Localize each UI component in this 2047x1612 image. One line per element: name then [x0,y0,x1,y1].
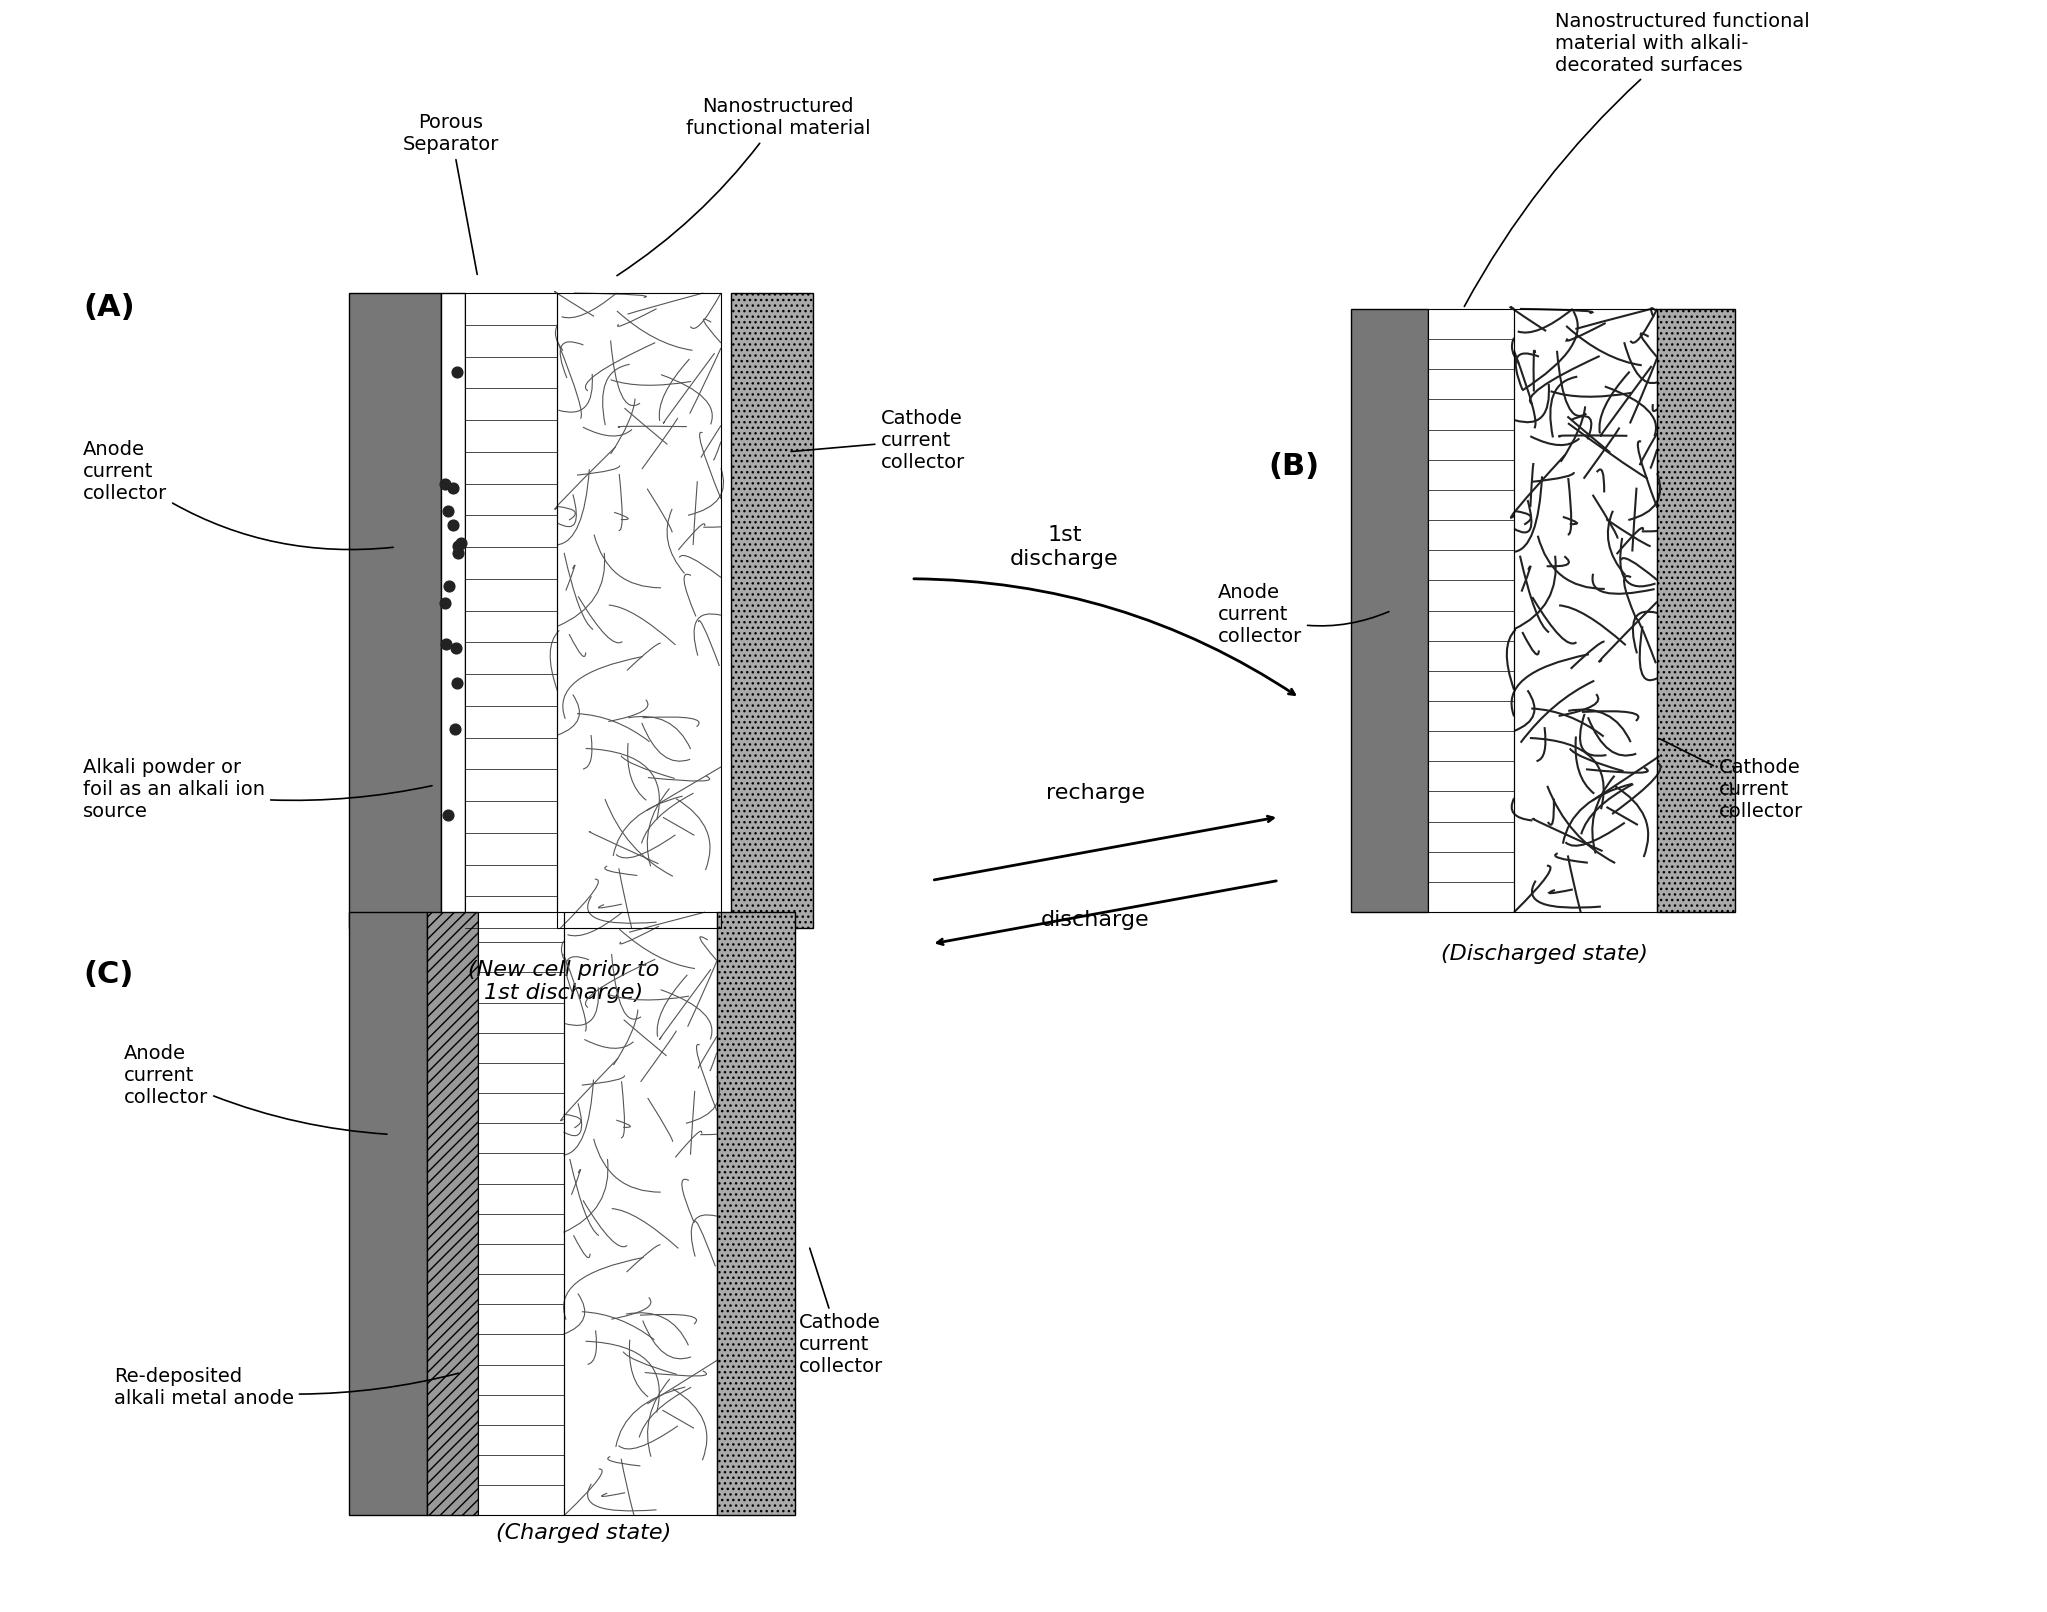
Point [440,635,473,661]
Text: discharge: discharge [1040,911,1148,930]
Point [430,471,463,496]
Text: (C): (C) [84,959,133,988]
Text: recharge: recharge [1046,783,1144,803]
Point [430,630,463,656]
Bar [348,293,440,929]
Text: Porous
Separator: Porous Separator [403,113,499,274]
Bar [465,293,557,929]
Bar [1429,310,1515,912]
Text: Nanostructured
functional material: Nanostructured functional material [616,97,870,276]
Point [442,534,475,559]
Bar [440,293,465,929]
Bar [348,912,426,1515]
Bar [557,293,721,929]
Text: (Discharged state): (Discharged state) [1441,945,1648,964]
Bar [731,293,813,929]
Text: Cathode
current
collector: Cathode current collector [798,1248,882,1377]
Bar [1351,310,1429,912]
Text: (B): (B) [1269,451,1320,480]
Point [432,574,465,600]
Text: 1st
discharge: 1st discharge [1009,526,1120,569]
Text: (Charged state): (Charged state) [495,1523,671,1543]
Text: (A): (A) [84,293,135,322]
Bar [426,912,477,1515]
Text: (New cell prior to
1st discharge): (New cell prior to 1st discharge) [469,959,659,1003]
Text: Anode
current
collector: Anode current collector [84,440,393,550]
Text: Alkali powder or
foil as an alkali ion
source: Alkali powder or foil as an alkali ion s… [84,758,432,821]
Point [444,530,477,556]
Text: Cathode
current
collector: Cathode current collector [1660,738,1803,821]
Point [440,359,473,385]
Text: Anode
current
collector: Anode current collector [125,1043,387,1135]
Text: Re-deposited
alkali metal anode: Re-deposited alkali metal anode [115,1367,459,1409]
Bar [716,912,794,1515]
Point [428,590,461,616]
Point [442,540,475,566]
Point [432,498,465,524]
Point [440,671,473,696]
Text: Anode
current
collector: Anode current collector [1218,584,1390,646]
Bar [477,912,563,1515]
Point [436,476,469,501]
Text: Cathode
current
collector: Cathode current collector [792,408,964,472]
Point [436,511,469,537]
Bar [1658,310,1736,912]
Text: Nanostructured functional
material with alkali-
decorated surfaces: Nanostructured functional material with … [1464,11,1810,306]
Bar [1515,310,1658,912]
Bar [563,912,716,1515]
Point [432,803,465,829]
Point [438,717,471,743]
